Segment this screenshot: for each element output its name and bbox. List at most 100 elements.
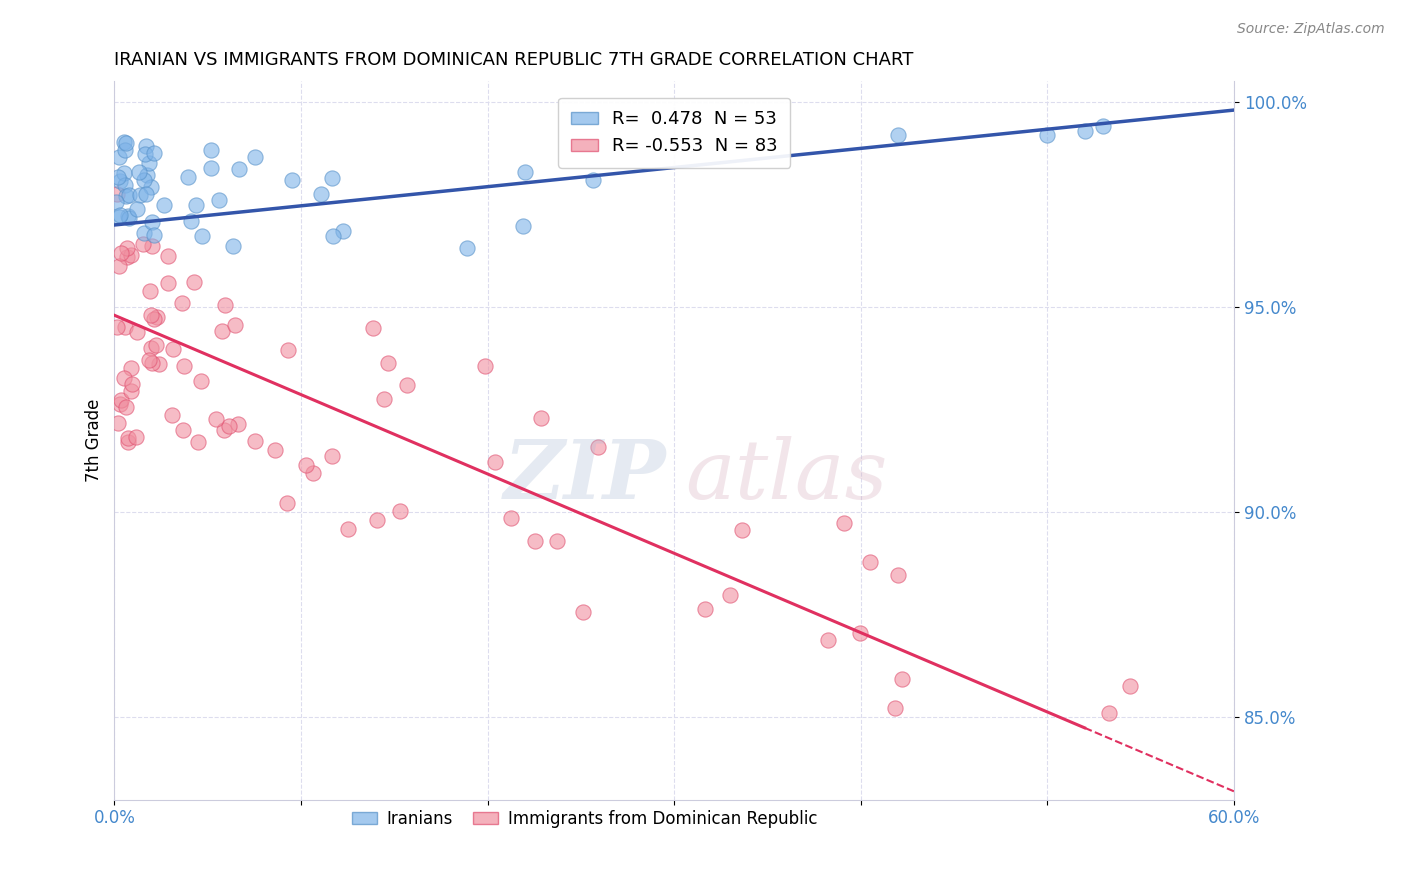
- Point: [115, 250, 138, 264]
- Point: [546, 533, 568, 548]
- Point: [132, 226, 155, 240]
- Point: [153, 198, 176, 212]
- Point: [848, 626, 870, 640]
- Point: [117, 434, 139, 449]
- Point: [834, 516, 856, 530]
- Point: [114, 178, 136, 192]
- Point: [718, 588, 741, 602]
- Point: [139, 179, 162, 194]
- Point: [311, 187, 333, 202]
- Point: [114, 320, 136, 334]
- Point: [105, 187, 128, 202]
- Point: [388, 504, 411, 518]
- Point: [128, 187, 150, 202]
- Point: [138, 156, 160, 170]
- Point: [143, 311, 166, 326]
- Point: [228, 162, 250, 177]
- Point: [121, 377, 143, 392]
- Point: [105, 319, 128, 334]
- Point: [208, 194, 231, 208]
- Point: [141, 309, 163, 323]
- Point: [142, 146, 165, 161]
- Point: [136, 168, 159, 182]
- Point: [321, 449, 343, 463]
- Point: [395, 378, 418, 392]
- Point: [586, 440, 609, 454]
- Point: [377, 355, 399, 369]
- Point: [243, 434, 266, 449]
- Point: [107, 210, 129, 224]
- Point: [1073, 123, 1095, 137]
- Point: [141, 356, 163, 370]
- Point: [110, 393, 132, 408]
- Point: [530, 411, 553, 425]
- Point: [373, 392, 395, 407]
- Point: [117, 431, 139, 445]
- Point: [148, 357, 170, 371]
- Point: [141, 215, 163, 229]
- Point: [170, 296, 193, 310]
- Point: [1101, 838, 1123, 852]
- Point: [730, 523, 752, 537]
- Point: [366, 513, 388, 527]
- Point: [222, 239, 245, 253]
- Point: [887, 568, 910, 582]
- Point: [125, 202, 148, 217]
- Point: [499, 510, 522, 524]
- Point: [276, 496, 298, 510]
- Point: [125, 326, 148, 340]
- Point: [582, 173, 605, 187]
- Point: [226, 417, 249, 432]
- Point: [162, 343, 184, 357]
- Text: IRANIAN VS IMMIGRANTS FROM DOMINICAN REPUBLIC 7TH GRADE CORRELATION CHART: IRANIAN VS IMMIGRANTS FROM DOMINICAN REP…: [114, 51, 914, 69]
- Point: [572, 605, 595, 619]
- Point: [321, 171, 343, 186]
- Point: [110, 246, 132, 260]
- Text: atlas: atlas: [685, 436, 887, 516]
- Point: [183, 275, 205, 289]
- Point: [128, 165, 150, 179]
- Point: [141, 341, 163, 355]
- Point: [105, 195, 128, 210]
- Point: [474, 359, 496, 373]
- Point: [120, 247, 142, 261]
- Point: [110, 174, 132, 188]
- Point: [523, 533, 546, 548]
- Point: [142, 227, 165, 242]
- Text: ZIP: ZIP: [503, 436, 666, 516]
- Point: [859, 555, 882, 569]
- Point: [200, 161, 222, 176]
- Point: [817, 632, 839, 647]
- Point: [107, 170, 129, 185]
- Point: [118, 188, 141, 202]
- Point: [280, 172, 302, 186]
- Point: [212, 423, 235, 437]
- Point: [211, 324, 233, 338]
- Point: [114, 143, 136, 157]
- Point: [177, 170, 200, 185]
- Point: [157, 276, 180, 290]
- Point: [1119, 679, 1142, 693]
- Point: [512, 219, 534, 233]
- Point: [187, 435, 209, 450]
- Point: [456, 241, 478, 255]
- Point: [112, 135, 135, 149]
- Point: [132, 173, 155, 187]
- Point: [891, 673, 914, 687]
- Point: [120, 384, 142, 398]
- Point: [322, 228, 344, 243]
- Point: [484, 455, 506, 469]
- Point: [173, 359, 195, 374]
- Point: [263, 443, 285, 458]
- Point: [135, 138, 157, 153]
- Point: [205, 411, 228, 425]
- Point: [141, 239, 163, 253]
- Point: [115, 400, 138, 414]
- Point: [118, 211, 141, 226]
- Point: [180, 214, 202, 228]
- Point: [361, 321, 384, 335]
- Point: [146, 310, 169, 324]
- Point: [107, 416, 129, 430]
- Point: [695, 602, 717, 616]
- Point: [1092, 120, 1115, 134]
